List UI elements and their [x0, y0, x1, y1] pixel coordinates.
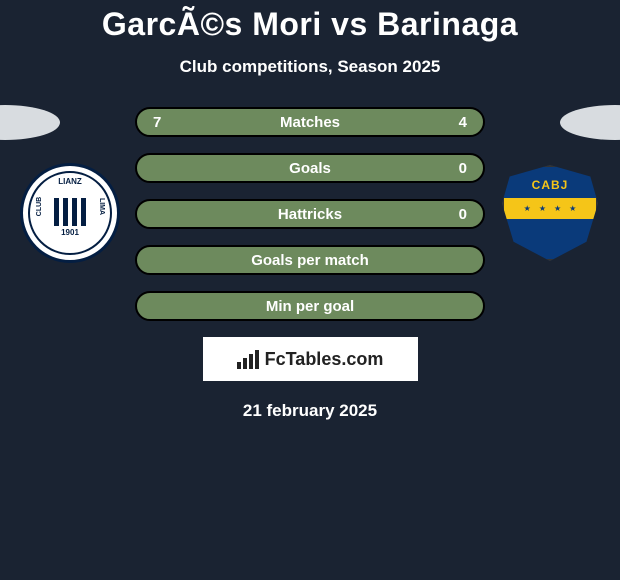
boca-band: ★ ★ ★ ★ [504, 198, 596, 218]
club-badge-left: LIANZ CLUB LIMA 1901 [20, 163, 120, 263]
alianza-left-text: CLUB [36, 197, 43, 216]
boca-shield: CABJ ★ ★ ★ ★ [502, 165, 598, 261]
date-label: 21 february 2025 [0, 401, 620, 421]
boca-star-icon: ★ [569, 204, 576, 213]
alianza-right-text: LIMA [98, 198, 105, 215]
stat-bar-goals: Goals 0 [135, 153, 485, 183]
alianza-year: 1901 [61, 228, 79, 237]
page-title: GarcÃ©s Mori vs Barinaga [0, 0, 620, 43]
stat-label: Goals [289, 160, 331, 177]
boca-star-icon: ★ [524, 204, 531, 213]
stat-left-value: 7 [153, 114, 161, 131]
stats-bars: 7 Matches 4 Goals 0 Hattricks 0 Goals pe… [135, 105, 485, 321]
subtitle: Club competitions, Season 2025 [0, 57, 620, 77]
stat-label: Min per goal [266, 298, 354, 315]
boca-star-icon: ★ [554, 204, 561, 213]
stat-right-value: 0 [459, 206, 467, 223]
bars-icon [237, 350, 259, 369]
stat-bar-hattricks: Hattricks 0 [135, 199, 485, 229]
stat-bar-matches: 7 Matches 4 [135, 107, 485, 137]
alianza-top-text: LIANZ [58, 177, 82, 186]
content-area: LIANZ CLUB LIMA 1901 CABJ ★ ★ ★ ★ 7 Matc… [0, 105, 620, 421]
fctables-branding[interactable]: FcTables.com [203, 337, 418, 381]
stat-label: Hattricks [278, 206, 342, 223]
boca-star-icon: ★ [539, 204, 546, 213]
player-right-ellipse [560, 105, 620, 140]
boca-text: CABJ [504, 178, 596, 192]
stat-right-value: 0 [459, 160, 467, 177]
alianza-stripes [54, 198, 86, 226]
club-badge-right: CABJ ★ ★ ★ ★ [500, 163, 600, 263]
stat-bar-goals-per-match: Goals per match [135, 245, 485, 275]
player-left-ellipse [0, 105, 60, 140]
stat-bar-min-per-goal: Min per goal [135, 291, 485, 321]
alianza-badge-inner: LIANZ CLUB LIMA 1901 [28, 171, 113, 256]
stat-right-value: 4 [459, 114, 467, 131]
stat-label: Goals per match [251, 252, 369, 269]
fctables-text: FcTables.com [265, 349, 384, 370]
stat-label: Matches [280, 114, 340, 131]
